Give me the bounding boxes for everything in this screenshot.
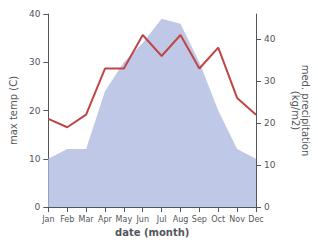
svg-text:Jan: Jan [41,215,54,224]
svg-text:0: 0 [264,202,270,212]
svg-text:Apr: Apr [98,215,113,224]
svg-text:Jul: Jul [156,215,167,224]
svg-text:40: 40 [29,9,41,19]
svg-text:0: 0 [35,202,41,212]
svg-text:20: 20 [264,118,276,128]
svg-text:date (month): date (month) [115,227,189,238]
svg-text:30: 30 [264,76,276,86]
svg-text:(kg/m2): (kg/m2) [290,91,301,131]
svg-text:40: 40 [264,34,276,44]
svg-text:med. precipitation: med. precipitation [299,64,311,157]
svg-text:May: May [116,215,133,224]
svg-text:max temp (C): max temp (C) [8,76,19,145]
svg-text:20: 20 [29,106,41,116]
svg-text:Mar: Mar [79,215,95,224]
svg-text:Aug: Aug [173,215,189,224]
svg-text:Sep: Sep [192,215,207,224]
svg-text:Nov: Nov [229,215,245,224]
svg-text:Feb: Feb [60,215,74,224]
svg-text:Oct: Oct [211,215,225,224]
svg-text:30: 30 [29,57,41,67]
svg-text:Jun: Jun [135,215,149,224]
svg-text:Dec: Dec [248,215,263,224]
svg-text:10: 10 [29,154,41,164]
svg-text:10: 10 [264,160,276,170]
